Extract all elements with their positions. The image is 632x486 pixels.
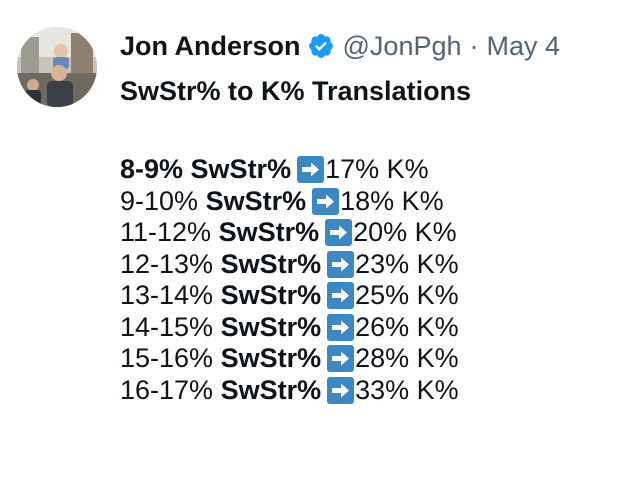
swstr-range: 14-15% bbox=[120, 311, 221, 342]
right-arrow-emoji-icon bbox=[327, 376, 355, 404]
right-arrow-emoji-icon bbox=[312, 187, 340, 215]
right-arrow-emoji-icon bbox=[327, 313, 355, 341]
translation-row: 15-16% SwStr% 28% K% bbox=[120, 343, 620, 375]
translation-row: 14-15% SwStr% 26% K% bbox=[120, 312, 620, 344]
translation-row: 16-17% SwStr% 33% K% bbox=[120, 375, 620, 407]
right-arrow-emoji-icon bbox=[297, 156, 325, 184]
author-handle[interactable]: @JonPgh bbox=[342, 30, 462, 61]
swstr-range: 8-9% bbox=[120, 154, 191, 184]
separator-dot: · bbox=[469, 30, 479, 61]
k-percent-value: 25% K% bbox=[355, 280, 459, 310]
swstr-range: 9-10% bbox=[120, 185, 206, 216]
swstr-label: SwStr% bbox=[205, 185, 307, 216]
blank-line bbox=[120, 108, 620, 154]
swstr-label: SwStr% bbox=[190, 154, 292, 184]
swstr-range: 12-13% bbox=[120, 248, 221, 279]
verified-badge-icon[interactable] bbox=[307, 32, 335, 60]
swstr-range: 16-17% bbox=[120, 374, 221, 405]
swstr-range: 11-12% bbox=[120, 217, 219, 247]
tweet-date[interactable]: May 4 bbox=[486, 30, 561, 61]
translation-row: 11-12% SwStr% 20% K% bbox=[120, 217, 620, 249]
author-name[interactable]: Jon Anderson bbox=[120, 30, 301, 61]
swstr-label: SwStr% bbox=[218, 217, 320, 247]
translation-row: 8-9% SwStr% 17% K% bbox=[120, 154, 620, 186]
swstr-range: 13-14% bbox=[120, 280, 221, 310]
translation-list: 8-9% SwStr% 17% K% 9-10% SwStr% 18% K% 1… bbox=[120, 154, 620, 406]
swstr-label: SwStr% bbox=[220, 374, 322, 405]
swstr-range: 15-16% bbox=[120, 343, 221, 373]
swstr-label: SwStr% bbox=[220, 311, 322, 342]
right-arrow-emoji-icon bbox=[327, 282, 355, 310]
translation-row: 9-10% SwStr% 18% K% bbox=[120, 186, 620, 218]
k-percent-value: 26% K% bbox=[355, 311, 459, 342]
right-arrow-emoji-icon bbox=[327, 345, 355, 373]
right-arrow-emoji-icon bbox=[325, 219, 353, 247]
translation-row: 12-13% SwStr% 23% K% bbox=[120, 249, 620, 281]
k-percent-value: 17% K% bbox=[325, 154, 429, 184]
translation-row: 13-14% SwStr% 25% K% bbox=[120, 280, 620, 312]
k-percent-value: 23% K% bbox=[355, 248, 459, 279]
tweet-title: SwStr% to K% Translations bbox=[120, 76, 472, 106]
avatar-photo bbox=[17, 27, 97, 107]
right-arrow-emoji-icon bbox=[327, 250, 355, 278]
k-percent-value: 28% K% bbox=[355, 343, 459, 373]
swstr-label: SwStr% bbox=[220, 343, 322, 373]
avatar[interactable] bbox=[17, 27, 97, 107]
k-percent-value: 33% K% bbox=[355, 374, 459, 405]
k-percent-value: 18% K% bbox=[340, 185, 444, 216]
swstr-label: SwStr% bbox=[220, 248, 322, 279]
k-percent-value: 20% K% bbox=[353, 217, 457, 247]
tweet-body: SwStr% to K% Translations 8-9% SwStr% 17… bbox=[120, 74, 620, 406]
tweet-header: Jon Anderson @JonPgh · May 4 bbox=[120, 28, 560, 64]
swstr-label: SwStr% bbox=[220, 280, 322, 310]
